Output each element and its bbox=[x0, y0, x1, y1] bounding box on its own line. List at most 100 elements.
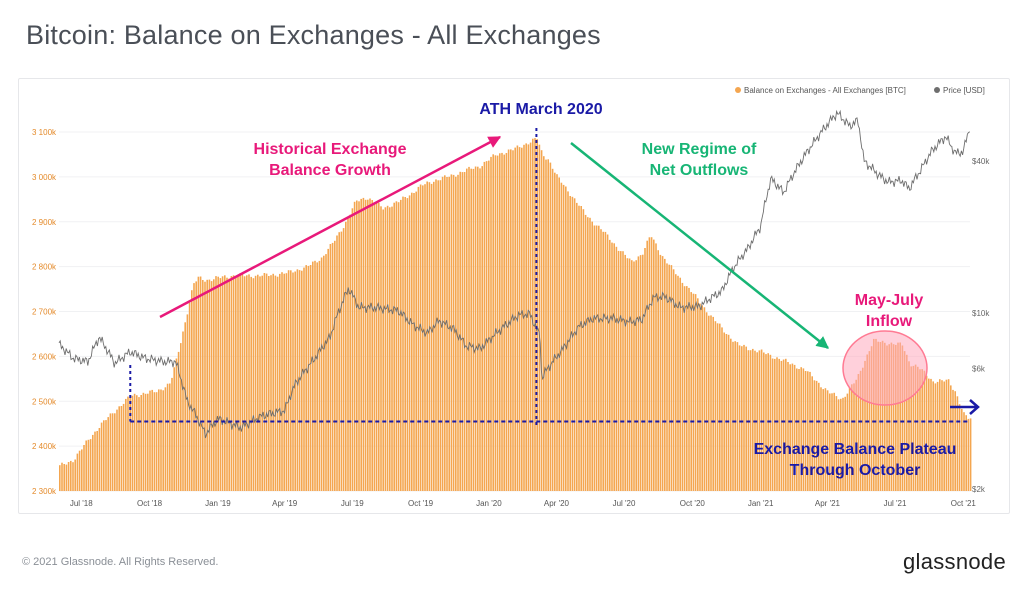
left-axis-ticks: 2 300k 2 400k 2 500k 2 600k 2 700k 2 800k 2 90… bbox=[32, 128, 57, 496]
balance-bar bbox=[100, 422, 103, 491]
balance-bar bbox=[565, 186, 567, 491]
balance-bar bbox=[853, 383, 855, 491]
balance-bar bbox=[182, 331, 184, 491]
balance-bar bbox=[954, 391, 956, 491]
balance-bar bbox=[70, 460, 72, 491]
balance-bar bbox=[637, 256, 640, 491]
balance-bar bbox=[94, 431, 96, 491]
balance-bar bbox=[793, 364, 796, 491]
balance-bar bbox=[459, 171, 461, 492]
balance-bar bbox=[221, 276, 224, 491]
balance-bar bbox=[243, 276, 246, 491]
balance-bar bbox=[155, 392, 158, 491]
balance-bar bbox=[844, 396, 846, 491]
balance-bar bbox=[424, 184, 426, 491]
balance-bar bbox=[327, 248, 329, 491]
balance-bar bbox=[257, 274, 259, 491]
balance-bar bbox=[188, 302, 191, 491]
page-title: Bitcoin: Balance on Exchanges - All Exch… bbox=[26, 20, 601, 50]
balance-bar bbox=[474, 166, 477, 491]
balance-bar bbox=[633, 261, 635, 491]
balance-bar bbox=[285, 273, 288, 491]
balance-bar bbox=[914, 364, 917, 491]
balance-bar bbox=[688, 287, 690, 491]
balance-bar bbox=[675, 274, 677, 491]
balance-bar bbox=[250, 276, 252, 491]
balance-bar bbox=[507, 149, 510, 491]
balance-bar bbox=[336, 235, 338, 491]
balance-bar bbox=[899, 342, 901, 491]
right-axis-tick-label: $10k bbox=[972, 309, 990, 318]
balance-bar bbox=[969, 418, 972, 491]
balance-bar bbox=[532, 138, 534, 491]
balance-bar bbox=[714, 321, 717, 491]
balance-bar bbox=[538, 144, 541, 491]
balance-bar bbox=[450, 174, 453, 491]
balance-bar bbox=[710, 315, 712, 491]
balance-bar bbox=[543, 156, 545, 491]
balance-bar bbox=[888, 344, 890, 491]
balance-bar bbox=[235, 277, 237, 491]
balance-bar bbox=[419, 184, 422, 491]
x-axis-tick-label: Jul '21 bbox=[884, 499, 907, 508]
balance-bar bbox=[897, 342, 899, 491]
balance-bar bbox=[573, 198, 576, 492]
balance-bar bbox=[562, 184, 565, 491]
right-axis-tick-label: $6k bbox=[972, 365, 986, 374]
balance-bar bbox=[241, 274, 244, 491]
balance-bar bbox=[417, 186, 420, 491]
balance-bar bbox=[213, 279, 215, 491]
balance-bar bbox=[851, 384, 853, 491]
x-axis-tick-label: Jul '19 bbox=[341, 499, 364, 508]
balance-bar bbox=[582, 209, 585, 491]
balance-bar bbox=[877, 341, 879, 491]
balance-bar bbox=[730, 338, 732, 491]
growth-label-line-2: Balance Growth bbox=[269, 162, 391, 179]
balance-bar bbox=[274, 275, 277, 491]
balance-bar bbox=[224, 275, 226, 491]
balance-bar bbox=[815, 380, 818, 491]
balance-bar bbox=[72, 462, 74, 491]
balance-bar bbox=[822, 389, 824, 491]
balance-bar bbox=[609, 239, 611, 491]
balance-bar bbox=[903, 351, 906, 491]
balance-bar bbox=[367, 199, 369, 491]
x-axis-tick-label: Jan '19 bbox=[205, 499, 231, 508]
balance-bar bbox=[386, 205, 389, 492]
balance-bar bbox=[527, 144, 530, 491]
balance-bar bbox=[884, 342, 886, 491]
balance-bar bbox=[945, 379, 948, 491]
balance-bar bbox=[701, 305, 703, 491]
balance-bar bbox=[620, 251, 622, 491]
balance-bar bbox=[569, 196, 571, 491]
balance-bar bbox=[512, 150, 514, 492]
balance-bar bbox=[296, 269, 299, 491]
balance-bar bbox=[721, 327, 723, 491]
balance-bar bbox=[908, 361, 910, 491]
balance-bar bbox=[468, 166, 470, 491]
balance-bar bbox=[686, 286, 688, 491]
balance-bar bbox=[868, 351, 871, 491]
balance-bar bbox=[433, 181, 435, 492]
balance-bar bbox=[540, 150, 543, 491]
balance-bar bbox=[439, 180, 442, 491]
balance-bar bbox=[477, 166, 479, 491]
balance-bar bbox=[672, 269, 675, 491]
balance-bar bbox=[153, 392, 156, 491]
balance-bar bbox=[725, 334, 728, 491]
balance-bar bbox=[602, 231, 604, 492]
balance-bar bbox=[65, 464, 68, 491]
balance-bar bbox=[628, 258, 631, 491]
balance-bar bbox=[395, 201, 398, 492]
balance-bar bbox=[956, 396, 959, 491]
balance-bar bbox=[967, 418, 970, 491]
balance-bar bbox=[846, 393, 849, 491]
balance-bar bbox=[483, 161, 486, 491]
balance-bar bbox=[353, 201, 356, 492]
balance-bar bbox=[279, 273, 281, 491]
balance-bar bbox=[631, 260, 633, 491]
balance-bar bbox=[369, 198, 371, 491]
balance-bar bbox=[98, 428, 101, 491]
balance-bar bbox=[534, 138, 536, 491]
balance-bar bbox=[81, 449, 83, 491]
